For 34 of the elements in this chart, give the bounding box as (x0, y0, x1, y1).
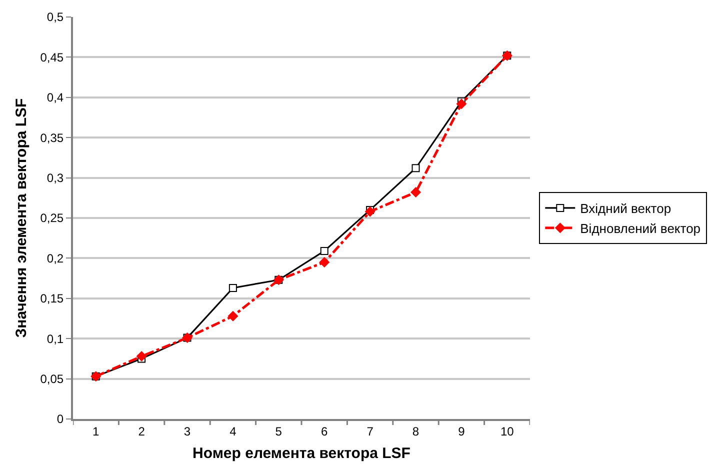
y-tick-label: 0,5 (46, 10, 64, 24)
point (320, 246, 328, 255)
x-tick-label: 9 (458, 424, 466, 438)
y-tick-label: 0,1 (46, 332, 64, 346)
point (365, 206, 376, 217)
point (319, 257, 330, 268)
y-axis-title: Значення элемента вектора LSF (12, 98, 30, 338)
point (456, 98, 466, 109)
legend-label: Вхідний вектор (580, 201, 672, 216)
y-tick-label: 0,3 (46, 171, 64, 185)
y-tick-label: 0,25 (40, 211, 64, 226)
x-tick-label: 10 (500, 424, 514, 438)
y-tick-label: 0,4 (46, 90, 64, 105)
point (136, 351, 147, 362)
point (410, 187, 421, 198)
x-tick-label: 6 (321, 424, 328, 438)
x-tick-label: 5 (275, 424, 282, 438)
x-tick-label: 7 (366, 424, 374, 438)
y-tick-label: 0,05 (40, 372, 64, 386)
point (228, 311, 238, 322)
x-tick-label: 8 (412, 424, 420, 438)
y-tick-label: 0,15 (40, 292, 64, 306)
y-tick-label: 0 (56, 412, 64, 426)
x-tick-label: 2 (138, 424, 146, 438)
point (228, 284, 237, 292)
y-tick-label: 0,45 (40, 50, 64, 64)
x-tick-label: 3 (184, 424, 191, 438)
y-tick-label: 0,2 (46, 251, 64, 266)
y-tick-label: 0,35 (40, 130, 64, 145)
x-axis-title: Номер елемента вектора LSF (192, 444, 410, 462)
point (412, 164, 420, 172)
x-tick-label: 4 (230, 424, 237, 438)
x-tick-label: 1 (92, 424, 100, 438)
legend-label: Відновлений вектор (580, 220, 701, 236)
